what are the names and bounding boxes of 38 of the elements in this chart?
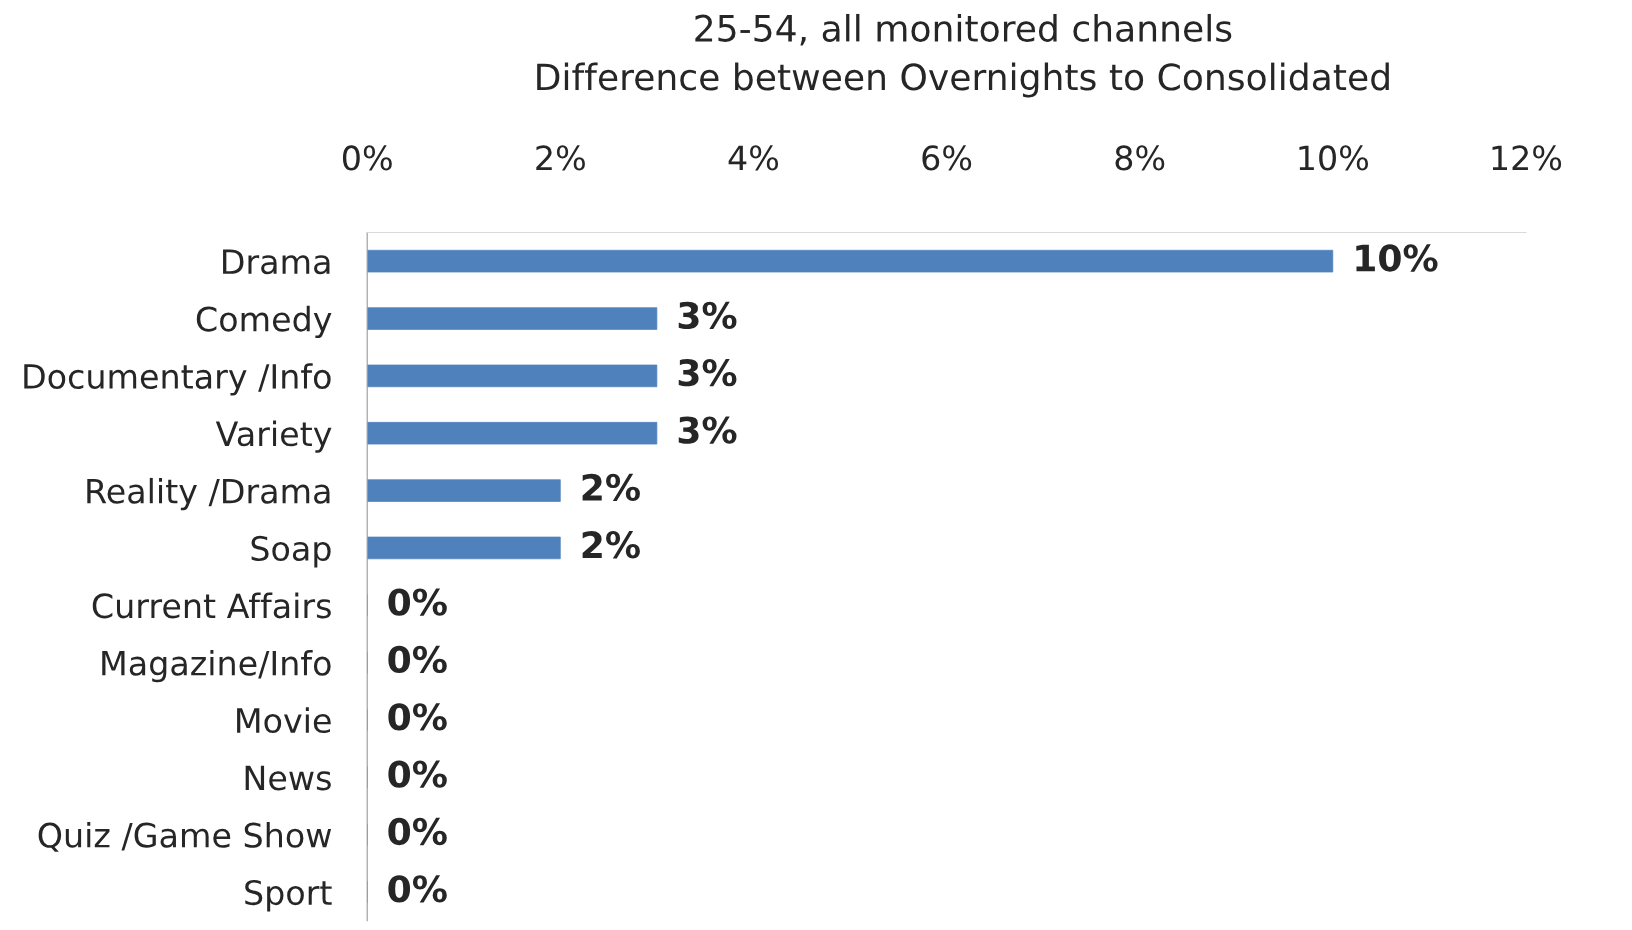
data-label: 2%: [582, 531, 640, 559]
y-tick-label: Soap: [251, 535, 331, 568]
y-tick-label: Current Affairs: [92, 592, 331, 619]
x-tick-label: 0%: [342, 145, 392, 171]
y-tick-label: Drama: [223, 249, 330, 275]
bar: [367, 364, 658, 388]
bar: [367, 479, 561, 502]
data-label: 3%: [678, 359, 737, 387]
y-tick-label: News: [245, 765, 331, 791]
chart-title: 25-54, all monitored channels Difference between Overnights to Consolidated: [537, 13, 1389, 98]
y-tick-label: Sport: [245, 879, 332, 912]
y-tick-label: Documentary /Info: [24, 363, 331, 396]
data-label: 2%: [582, 473, 640, 502]
x-tick-label: 10%: [1299, 145, 1368, 171]
x-tick-label: 12%: [1492, 145, 1562, 171]
x-tick-label: 8%: [1115, 145, 1165, 171]
y-tick-label: Quiz /Game Show: [38, 822, 332, 852]
y-tick-label: Comedy: [196, 305, 332, 339]
data-label: 0%: [388, 817, 447, 846]
bar: [367, 536, 561, 560]
y-tick-label: Movie: [237, 707, 331, 734]
bar: [367, 307, 658, 330]
data-label: 0%: [388, 703, 447, 731]
data-label: 0%: [388, 645, 447, 674]
data-label: 0%: [388, 588, 447, 616]
y-tick-label: Reality /Drama: [87, 477, 330, 511]
y-tick-label: Variety: [215, 420, 332, 453]
x-tick-label: 6%: [922, 145, 972, 171]
data-label: 0%: [388, 760, 447, 788]
x-tick-label: 2%: [536, 145, 585, 171]
bar: [367, 421, 658, 445]
data-label: 0%: [388, 875, 447, 903]
x-tick-label: 4%: [728, 145, 779, 171]
bar: [367, 249, 1334, 273]
y-tick-label: Magazine/Info: [102, 649, 331, 683]
data-label: 3%: [678, 416, 737, 444]
data-label: 3%: [678, 301, 737, 329]
data-label: 10%: [1356, 244, 1438, 272]
